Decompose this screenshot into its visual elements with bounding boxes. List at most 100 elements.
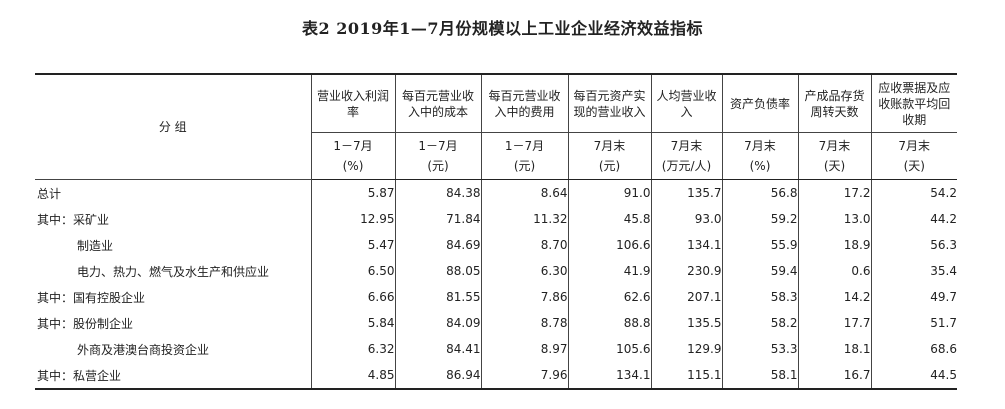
table-cell: 18.9 <box>797 232 871 258</box>
row-label: 总计 <box>35 179 312 206</box>
row-label-text: 外商及港澳台商投资企业 <box>77 342 210 357</box>
table-cell: 81.55 <box>394 284 481 310</box>
table-cell: 7.96 <box>480 362 568 390</box>
row-label-text: 国有控股企业 <box>73 290 146 305</box>
column-header: 每百元资产实现的营业收入 <box>567 73 651 133</box>
table-row: 制造业 5.47 84.69 8.70 106.6 134.1 55.9 18.9 56.3 <box>35 232 957 258</box>
table-cell: 135.5 <box>650 310 722 336</box>
column-header: 资产负债率 <box>721 73 798 133</box>
table-cell: 58.1 <box>721 362 798 390</box>
table-cell: 129.9 <box>650 336 722 362</box>
row-label-text: 采矿业 <box>73 212 110 227</box>
table-cell: 54.2 <box>870 179 957 206</box>
table-cell: 59.4 <box>721 258 798 284</box>
column-period: 7月末 <box>898 139 931 153</box>
table-cell: 58.2 <box>721 310 798 336</box>
column-period-unit: 7月末 (%) <box>721 132 798 180</box>
column-period-unit: 7月末 (天) <box>797 132 871 180</box>
row-label-text: 股份制企业 <box>73 316 134 331</box>
table-cell: 17.7 <box>797 310 871 336</box>
table-cell: 55.9 <box>721 232 798 258</box>
table-cell: 88.8 <box>567 310 651 336</box>
table-cell: 14.2 <box>797 284 871 310</box>
table-row: 其中：采矿业 12.95 71.84 11.32 45.8 93.0 59.2 13.0 44.… <box>35 206 957 232</box>
table-row: 电力、热力、燃气及水生产和供应业 6.50 88.05 6.30 41.9 230.9 59… <box>35 258 957 284</box>
table-cell: 84.69 <box>394 232 481 258</box>
row-label: 其中：采矿业 <box>35 206 312 232</box>
column-period: 7月末 <box>593 139 626 153</box>
table-cell: 71.84 <box>394 206 481 232</box>
indicators-table: 分 组 营业收入利润率 每百元营业收入中的成本 每百元营业收入中的费用 每百元资… <box>35 73 957 390</box>
group-header: 分 组 <box>35 73 312 180</box>
table-body: 总计 5.87 84.38 8.64 91.0 135.7 56.8 17.2 54.2 其中：采… <box>35 179 957 390</box>
row-label: 其中：私营企业 <box>35 362 312 390</box>
table-cell: 8.97 <box>480 336 568 362</box>
table-cell: 5.84 <box>310 310 395 336</box>
column-header: 应收票据及应收账款平均回收期 <box>870 73 957 133</box>
table-cell: 207.1 <box>650 284 722 310</box>
table-cell: 91.0 <box>567 179 651 206</box>
row-prefix: 其中： <box>37 290 74 305</box>
column-period-unit: 7月末 (万元/人) <box>650 132 722 180</box>
table-cell: 49.7 <box>870 284 957 310</box>
table-cell: 12.95 <box>310 206 395 232</box>
column-period-unit: 1－7月 (元) <box>394 132 481 180</box>
column-period: 1－7月 <box>333 139 373 153</box>
header-row-units: 1－7月 (%) 1－7月 (元) 1－7月 (元) 7月末 (元) 7月末 (万元/人)… <box>35 132 957 180</box>
column-unit: (元) <box>513 159 536 173</box>
table-cell: 62.6 <box>567 284 651 310</box>
column-period: 7月末 <box>670 139 703 153</box>
table-cell: 51.7 <box>870 310 957 336</box>
table-cell: 230.9 <box>650 258 722 284</box>
table-cell: 106.6 <box>567 232 651 258</box>
column-period: 1－7月 <box>418 139 458 153</box>
column-unit: (元) <box>427 159 449 173</box>
table-row: 其中：股份制企业 5.84 84.09 8.78 88.8 135.5 58.2 17.7 51… <box>35 310 957 336</box>
table-cell: 105.6 <box>567 336 651 362</box>
column-period-unit: 1－7月 (%) <box>310 132 395 180</box>
column-header: 每百元营业收入中的成本 <box>394 73 481 133</box>
table-cell: 134.1 <box>567 362 651 390</box>
table-row: 其中：国有控股企业 6.66 81.55 7.86 62.6 207.1 58.3 14.2 4… <box>35 284 957 310</box>
table-cell: 6.30 <box>480 258 568 284</box>
table-cell: 8.78 <box>480 310 568 336</box>
table-cell: 7.86 <box>480 284 568 310</box>
row-label: 制造业 <box>35 232 312 258</box>
table-cell: 56.8 <box>721 179 798 206</box>
table-cell: 53.3 <box>721 336 798 362</box>
column-period: 7月末 <box>818 139 851 153</box>
table-cell: 86.94 <box>394 362 481 390</box>
row-label: 其中：股份制企业 <box>35 310 312 336</box>
table-cell: 4.85 <box>310 362 395 390</box>
column-header: 营业收入利润率 <box>310 73 395 133</box>
column-unit: (%) <box>749 159 771 173</box>
table-row: 总计 5.87 84.38 8.64 91.0 135.7 56.8 17.2 54.2 <box>35 179 957 206</box>
row-label: 电力、热力、燃气及水生产和供应业 <box>35 258 312 284</box>
column-header: 人均营业收入 <box>650 73 722 133</box>
table-row: 外商及港澳台商投资企业 6.32 84.41 8.97 105.6 129.9 53.3 18… <box>35 336 957 362</box>
row-prefix: 其中： <box>37 212 74 227</box>
column-unit: (天) <box>823 159 846 173</box>
table-cell: 6.66 <box>310 284 395 310</box>
table-cell: 115.1 <box>650 362 722 390</box>
table-cell: 0.6 <box>797 258 871 284</box>
row-prefix: 其中： <box>37 368 74 383</box>
table-cell: 13.0 <box>797 206 871 232</box>
table-cell: 41.9 <box>567 258 651 284</box>
column-period-unit: 1－7月 (元) <box>480 132 568 180</box>
table-cell: 18.1 <box>797 336 871 362</box>
row-label-text: 制造业 <box>77 238 114 253</box>
table-cell: 84.41 <box>394 336 481 362</box>
row-label-text: 私营企业 <box>73 368 122 383</box>
table-cell: 6.32 <box>310 336 395 362</box>
table-cell: 45.8 <box>567 206 651 232</box>
table-cell: 68.6 <box>870 336 957 362</box>
table-cell: 84.09 <box>394 310 481 336</box>
column-unit: (元) <box>598 159 621 173</box>
table-cell: 88.05 <box>394 258 481 284</box>
table-cell: 93.0 <box>650 206 722 232</box>
table-cell: 6.50 <box>310 258 395 284</box>
column-unit: (%) <box>342 159 364 173</box>
table-row: 其中：私营企业 4.85 86.94 7.96 134.1 115.1 58.1 16.7 44… <box>35 362 957 390</box>
table-cell: 5.87 <box>310 179 395 206</box>
